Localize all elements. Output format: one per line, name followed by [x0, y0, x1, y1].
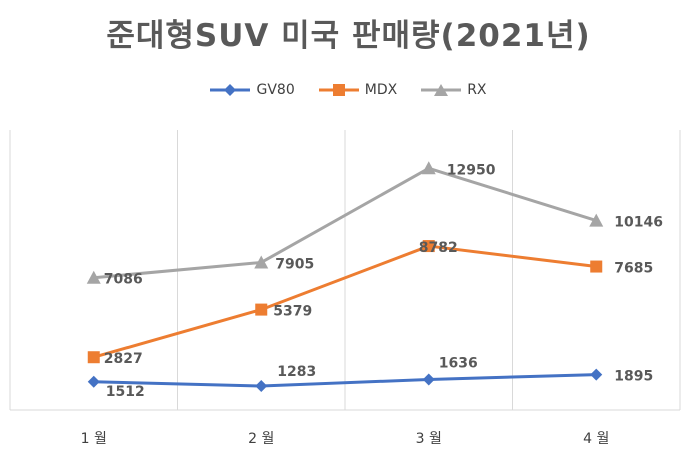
data-label-rx-2: 12950 [447, 162, 496, 178]
point-mdx-2 [422, 240, 435, 253]
x-tick-label-0: 1 월 [81, 431, 107, 447]
point-rx-3 [589, 213, 604, 227]
legend-entry-mdx: MDX [318, 80, 398, 100]
series-line-mdx [93, 244, 597, 359]
series-line-rx [93, 166, 597, 280]
legend-label-mdx: MDX [364, 82, 398, 98]
data-label-rx-0: 7086 [104, 272, 143, 288]
chart-title: 준대형SUV 미국 판매량(2021년) [106, 18, 591, 54]
legend-marker-rx [434, 84, 449, 96]
data-label-gv80-3: 1895 [614, 369, 653, 385]
point-mdx-0 [87, 351, 100, 364]
data-label-rx-1: 7905 [275, 256, 314, 272]
legend-swatch-gv80 [210, 84, 251, 96]
data-label-gv80-0: 1512 [106, 384, 145, 400]
point-rx-1 [254, 255, 269, 269]
series-line-gv80 [93, 373, 597, 388]
data-label-mdx-2: 8782 [419, 240, 458, 256]
data-label-rx-3: 10146 [614, 215, 663, 231]
legend-marker-mdx [332, 84, 345, 96]
data-label-gv80-1: 1283 [277, 364, 316, 380]
legend-swatch-rx [421, 84, 462, 96]
legend-entry-rx: RX [421, 80, 487, 100]
data-label-mdx-0: 2827 [104, 351, 143, 367]
point-gv80-0 [87, 375, 100, 388]
legend-marker-gv80 [224, 84, 237, 96]
data-label-mdx-3: 7685 [614, 261, 653, 277]
legend-entry-gv80: GV80 [210, 80, 295, 100]
legend: GV80 MDX RX [0, 80, 697, 100]
point-mdx-1 [255, 303, 268, 316]
x-tick-label-1: 2 월 [248, 431, 274, 447]
legend-swatch-mdx [318, 84, 359, 96]
point-rx-0 [86, 270, 101, 284]
x-tick-label-3: 4 월 [583, 431, 609, 447]
point-mdx-3 [590, 260, 603, 273]
x-tick-label-2: 3 월 [416, 431, 442, 447]
legend-label-rx: RX [467, 82, 487, 98]
legend-label-gv80: GV80 [256, 82, 295, 98]
point-gv80-2 [422, 373, 435, 386]
data-label-mdx-1: 5379 [273, 304, 312, 320]
data-label-gv80-2: 1636 [439, 355, 478, 371]
point-gv80-1 [255, 380, 268, 393]
point-gv80-3 [590, 368, 603, 381]
point-rx-2 [421, 161, 436, 175]
